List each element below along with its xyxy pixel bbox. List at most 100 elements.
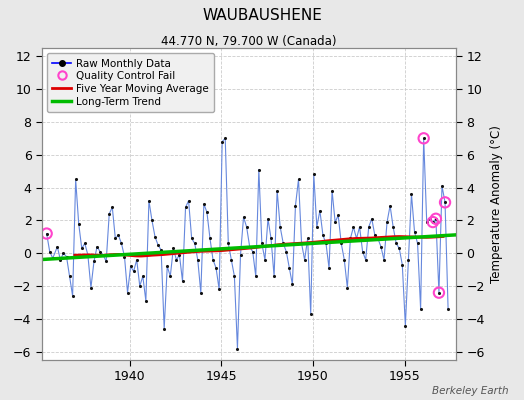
Point [230,273,238,280]
Point [350,224,358,230]
Point [401,322,410,329]
Point [139,273,147,280]
Point [245,244,254,250]
Point [355,224,364,230]
Point [136,283,144,289]
Point [334,212,342,219]
Point [114,232,123,238]
Point [362,257,370,263]
Point [291,202,300,209]
Point [279,240,288,247]
Point [126,263,135,270]
Point [407,191,416,197]
Point [383,219,391,225]
Point [273,188,281,194]
Point [148,217,156,224]
Point [163,263,171,270]
Point [102,258,111,265]
Point [285,265,293,271]
Point [191,240,199,247]
Point [215,286,223,292]
Point [74,220,83,227]
Point [96,248,104,255]
Point [325,265,333,271]
Point [258,240,266,247]
Point [117,240,126,247]
Point [141,298,150,304]
Point [151,234,159,240]
Point [432,216,440,222]
Point [303,235,312,242]
Point [429,219,437,225]
Point [105,211,113,217]
Point [370,232,379,238]
Point [212,265,220,271]
Point [417,306,425,312]
Point [71,176,80,182]
Point [178,278,187,284]
Point [386,202,394,209]
Point [438,183,446,189]
Point [435,290,443,296]
Point [239,214,248,220]
Point [87,284,95,291]
Point [188,235,196,242]
Point [313,224,321,230]
Point [413,240,422,247]
Point [343,284,352,291]
Point [209,257,217,263]
Point [145,198,153,204]
Point [261,257,269,263]
Point [243,224,251,230]
Point [276,224,285,230]
Point [420,135,428,142]
Point [224,240,233,247]
Point [307,311,315,317]
Point [121,253,129,260]
Point [310,171,318,178]
Point [288,281,297,288]
Point [200,201,208,207]
Point [160,326,168,332]
Point [331,219,340,225]
Point [267,235,275,242]
Point [56,257,64,263]
Point [294,176,303,182]
Point [367,216,376,222]
Point [166,273,174,280]
Point [206,235,214,242]
Point [315,207,324,214]
Point [441,199,449,206]
Point [404,257,412,263]
Point [358,248,367,255]
Point [53,244,61,250]
Point [374,235,382,242]
Point [203,209,211,216]
Point [221,135,230,142]
Point [175,252,183,258]
Point [255,166,263,173]
Point [59,250,68,256]
Point [193,257,202,263]
Point [432,216,440,222]
Point [227,257,236,263]
Point [172,257,181,263]
Point [410,229,419,235]
Point [236,252,245,258]
Point [337,240,345,247]
Point [81,240,89,247]
Point [62,253,71,260]
Point [154,242,162,248]
Point [398,262,407,268]
Point [425,216,434,222]
Point [435,290,443,296]
Point [233,345,242,352]
Point [66,273,74,280]
Point [108,204,116,210]
Point [46,248,54,255]
Point [99,252,107,258]
Point [319,232,327,238]
Point [340,257,348,263]
Point [297,240,305,247]
Point [441,199,449,206]
